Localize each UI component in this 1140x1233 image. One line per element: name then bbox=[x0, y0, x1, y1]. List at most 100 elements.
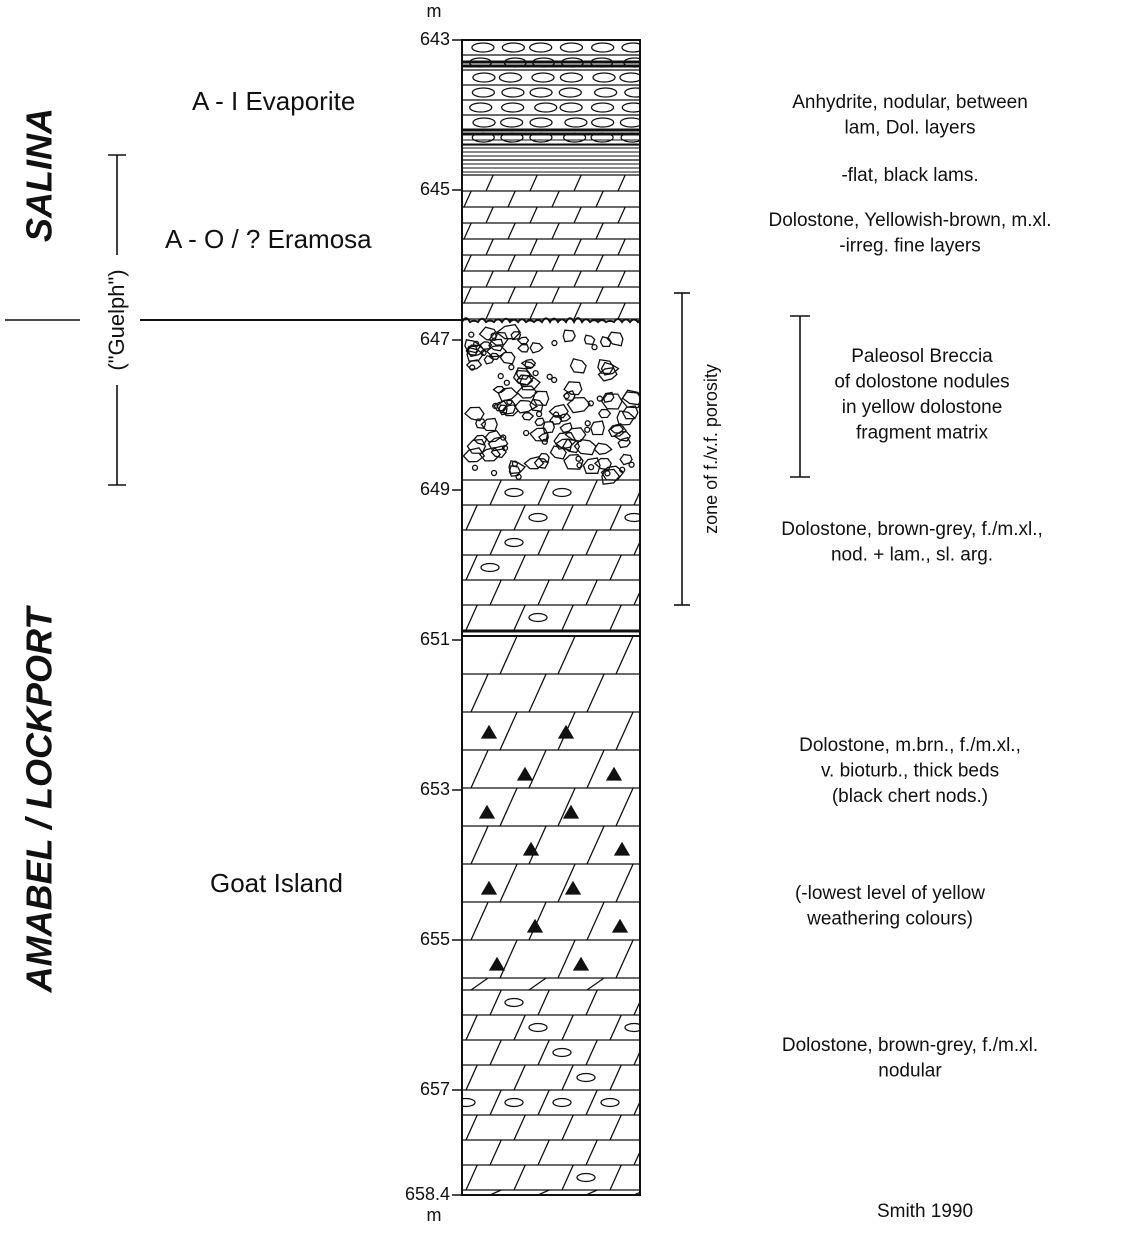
slash bbox=[587, 750, 604, 788]
slash bbox=[514, 555, 525, 580]
clast bbox=[598, 360, 614, 374]
chert-nodule bbox=[482, 882, 496, 894]
slash bbox=[471, 750, 488, 788]
column-frame bbox=[462, 40, 640, 1195]
chert-nodule bbox=[490, 958, 504, 970]
group-label: SALINA bbox=[19, 108, 60, 242]
nodule bbox=[592, 43, 614, 52]
slash bbox=[640, 319, 647, 320]
chert-nodule bbox=[566, 882, 580, 894]
slash bbox=[610, 605, 621, 630]
nodule bbox=[577, 1174, 595, 1182]
slash bbox=[587, 978, 604, 990]
slash bbox=[471, 674, 488, 712]
slash bbox=[558, 940, 575, 978]
slash bbox=[618, 303, 625, 319]
nodule bbox=[532, 73, 554, 82]
slash bbox=[587, 902, 604, 940]
slash bbox=[610, 505, 621, 530]
grain bbox=[472, 465, 477, 470]
tick-label: 655 bbox=[420, 929, 450, 949]
slash bbox=[508, 223, 515, 239]
chert-nodule bbox=[528, 920, 542, 932]
slash bbox=[645, 978, 662, 990]
lithology bbox=[442, 40, 667, 1207]
clast bbox=[463, 448, 484, 462]
nodule bbox=[499, 73, 521, 82]
slash bbox=[538, 530, 549, 555]
clast bbox=[585, 335, 595, 344]
slash bbox=[562, 505, 573, 530]
nodule bbox=[502, 88, 524, 97]
slash bbox=[574, 271, 581, 287]
slash bbox=[500, 788, 517, 826]
clast bbox=[594, 443, 611, 454]
nodule bbox=[505, 1099, 523, 1107]
slash bbox=[471, 902, 488, 940]
slash bbox=[490, 1140, 501, 1165]
slash bbox=[490, 580, 501, 605]
nodule bbox=[622, 103, 644, 112]
slash bbox=[466, 1065, 477, 1090]
slash bbox=[442, 1040, 453, 1065]
nodule bbox=[649, 1049, 667, 1057]
clast bbox=[620, 455, 632, 465]
slash bbox=[529, 978, 546, 990]
slash bbox=[618, 239, 625, 255]
slash bbox=[486, 175, 493, 191]
slash bbox=[466, 605, 477, 630]
clast bbox=[539, 454, 549, 463]
clast bbox=[571, 359, 587, 373]
nodule bbox=[457, 1099, 475, 1107]
tick-label: 657 bbox=[420, 1079, 450, 1099]
unit-label: m bbox=[427, 1205, 442, 1225]
slash bbox=[530, 207, 537, 223]
nodule bbox=[649, 1199, 667, 1207]
nodule bbox=[577, 1074, 595, 1082]
nodule bbox=[595, 88, 617, 97]
slash bbox=[466, 555, 477, 580]
nodule bbox=[505, 999, 523, 1007]
slash bbox=[529, 674, 546, 712]
slash bbox=[486, 239, 493, 255]
slash bbox=[558, 788, 575, 826]
slash bbox=[500, 636, 517, 674]
slash bbox=[490, 1090, 501, 1115]
description-line: of dolostone nodules bbox=[834, 372, 1009, 393]
slash bbox=[486, 271, 493, 287]
nodule bbox=[473, 73, 495, 82]
nodule bbox=[601, 1099, 619, 1107]
formation-label: Goat Island bbox=[210, 868, 343, 898]
tick-label: 647 bbox=[420, 329, 450, 349]
tick-label: 651 bbox=[420, 629, 450, 649]
description-line: nod. + lam., sl. arg. bbox=[831, 545, 993, 566]
slash bbox=[464, 191, 471, 207]
description-line: -flat, black lams. bbox=[841, 165, 978, 186]
grain bbox=[537, 412, 542, 417]
chert-nodule bbox=[559, 726, 573, 738]
clast bbox=[515, 401, 537, 413]
slash bbox=[486, 207, 493, 223]
nodule bbox=[553, 1099, 571, 1107]
clast bbox=[518, 345, 528, 352]
grain bbox=[498, 374, 503, 379]
grain bbox=[585, 427, 590, 432]
slash bbox=[442, 271, 449, 287]
slash bbox=[562, 555, 573, 580]
slash bbox=[610, 1065, 621, 1090]
slash bbox=[486, 303, 493, 319]
slash bbox=[618, 271, 625, 287]
nodule bbox=[620, 73, 642, 82]
nodule bbox=[502, 43, 524, 52]
grain bbox=[589, 465, 594, 470]
description-line: (-lowest level of yellow bbox=[795, 883, 985, 904]
description-line: (black chert nods.) bbox=[832, 786, 988, 807]
grain bbox=[585, 421, 590, 426]
slash bbox=[552, 191, 559, 207]
clast bbox=[543, 422, 554, 433]
nodule bbox=[472, 43, 494, 52]
description-line: Dolostone, brown-grey, f./m.xl., bbox=[781, 519, 1043, 540]
description-line: nodular bbox=[878, 1061, 942, 1082]
description-line: Paleosol Breccia bbox=[851, 346, 993, 367]
chert-nodule bbox=[615, 843, 629, 855]
